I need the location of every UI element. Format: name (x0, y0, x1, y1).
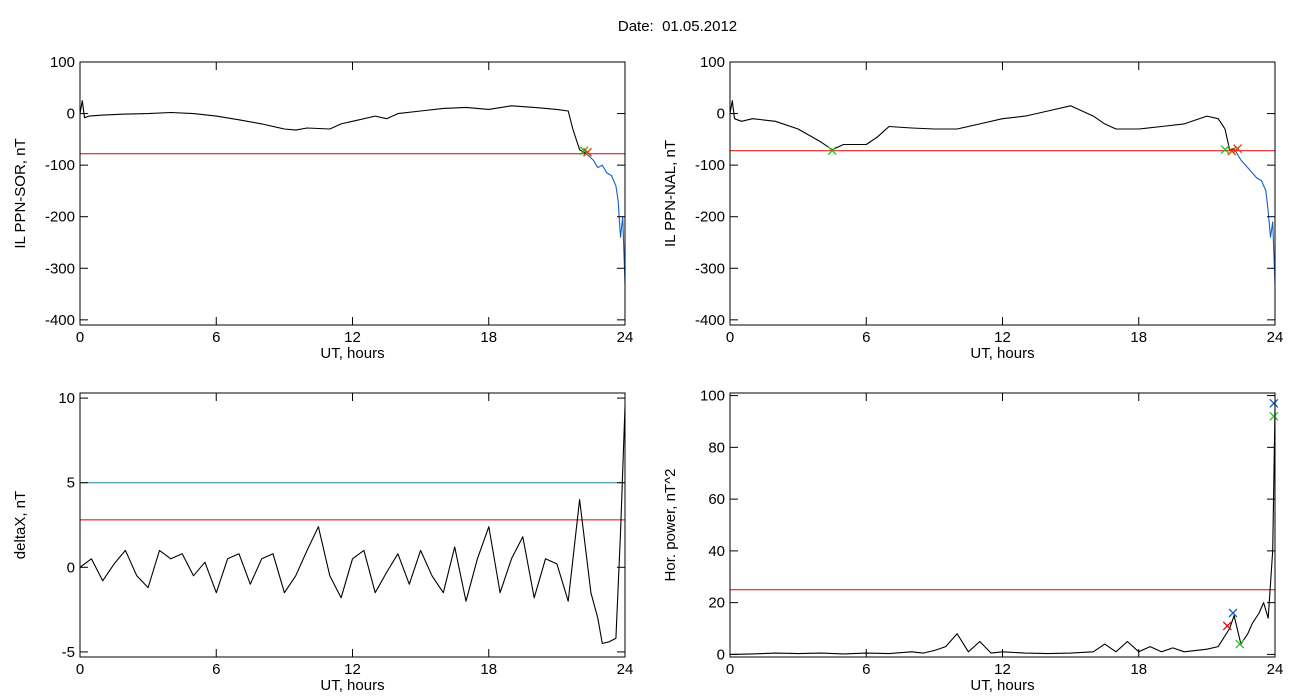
y-tick-label: 80 (708, 439, 725, 456)
y-axis-label: IL PPN-SOR, nT (12, 138, 29, 248)
x-tick-label: 24 (617, 661, 634, 678)
y-tick-label: 40 (708, 543, 725, 560)
x-axis-label: UT, hours (320, 677, 384, 694)
x-tick-label: 18 (480, 661, 497, 678)
event-marker (1269, 411, 1279, 421)
y-axis-label: Hor. power, nT^2 (662, 469, 679, 582)
marker-stroke (579, 146, 589, 156)
x-tick-label: 0 (76, 661, 84, 678)
x-tick-label: 6 (862, 329, 870, 346)
event-marker (827, 146, 837, 156)
event-marker (1269, 398, 1279, 408)
marker-stroke (1269, 411, 1279, 421)
chart-panel-1: 0 6 12 18 24 -400 -300 -200 -100 0 100 UT, hours IL … (12, 54, 633, 362)
x-tick-label: 0 (726, 329, 734, 346)
plot-frame (729, 61, 1276, 326)
x-tick-label: 0 (726, 661, 734, 678)
y-tick-label: 20 (708, 595, 725, 612)
event-marker (1233, 144, 1242, 154)
y-tick-label: 100 (700, 388, 725, 405)
plot-frame (79, 392, 626, 658)
y-axis-label: IL PPN-NAL, nT (662, 140, 679, 247)
page-title: Date: 01.05.2012 (0, 18, 1300, 35)
data-series-line (729, 408, 1276, 655)
data-series-line (586, 153, 626, 284)
x-tick-label: 12 (344, 661, 361, 678)
y-tick-label: 100 (50, 54, 75, 71)
y-tick-label: 5 (67, 475, 75, 492)
y-tick-label: -300 (695, 260, 725, 277)
x-tick-label: 6 (212, 661, 220, 678)
y-tick-label: -400 (45, 312, 75, 329)
y-tick-label: 0 (67, 106, 75, 123)
event-marker (1220, 145, 1230, 155)
x-tick-label: 18 (480, 329, 497, 346)
data-series-line (1233, 148, 1276, 284)
marker-stroke (1227, 146, 1237, 156)
data-series-line (729, 100, 1235, 151)
y-axis-label: deltaX, nT (12, 491, 29, 559)
y-tick-label: -5 (62, 644, 75, 661)
marker-stroke (1269, 398, 1279, 408)
marker-stroke (1233, 144, 1242, 154)
y-tick-label: 0 (67, 559, 75, 576)
date-value: 01.05.2012 (662, 18, 738, 35)
x-tick-label: 24 (617, 329, 634, 346)
marker-stroke (1220, 145, 1230, 155)
x-tick-label: 12 (994, 329, 1011, 346)
date-label: Date: (617, 18, 654, 35)
plot-frame (729, 392, 1276, 658)
x-axis-label: UT, hours (970, 345, 1034, 362)
x-tick-label: 18 (1130, 329, 1147, 346)
chart-panel-4: 0 6 12 18 24 0 20 40 60 80 100 UT, hours Hor. power,… (662, 388, 1283, 694)
data-series-line (79, 100, 587, 155)
x-tick-label: 0 (76, 329, 84, 346)
y-tick-label: 100 (700, 54, 725, 71)
x-tick-label: 6 (862, 661, 870, 678)
y-tick-label: -200 (45, 209, 75, 226)
data-series-line (79, 406, 626, 645)
chart-panel-2: 0 6 12 18 24 -400 -300 -200 -100 0 100 UT, hours IL … (662, 54, 1283, 362)
marker-stroke (1235, 639, 1245, 649)
y-tick-label: -100 (695, 157, 725, 174)
event-marker (583, 147, 592, 157)
y-tick-label: 0 (717, 106, 725, 123)
event-marker (1227, 146, 1237, 156)
x-tick-label: 12 (994, 661, 1011, 678)
y-tick-label: 60 (708, 491, 725, 508)
y-tick-label: -300 (45, 260, 75, 277)
marker-stroke (827, 146, 837, 156)
x-tick-label: 12 (344, 329, 361, 346)
marker-stroke (1222, 621, 1232, 631)
y-tick-label: -200 (695, 209, 725, 226)
y-tick-label: 10 (58, 390, 75, 407)
event-marker (1222, 621, 1232, 631)
x-tick-label: 18 (1130, 661, 1147, 678)
marker-stroke (1228, 608, 1238, 618)
y-tick-label: 0 (717, 646, 725, 663)
x-tick-label: 24 (1267, 329, 1284, 346)
marker-stroke (583, 147, 592, 157)
event-marker (1228, 608, 1238, 618)
y-tick-label: -100 (45, 157, 75, 174)
x-tick-label: 24 (1267, 661, 1284, 678)
plot-frame (79, 61, 626, 326)
event-marker (1235, 639, 1245, 649)
x-axis-label: UT, hours (970, 677, 1034, 694)
y-tick-label: -400 (695, 312, 725, 329)
x-axis-label: UT, hours (320, 345, 384, 362)
x-tick-label: 6 (212, 329, 220, 346)
